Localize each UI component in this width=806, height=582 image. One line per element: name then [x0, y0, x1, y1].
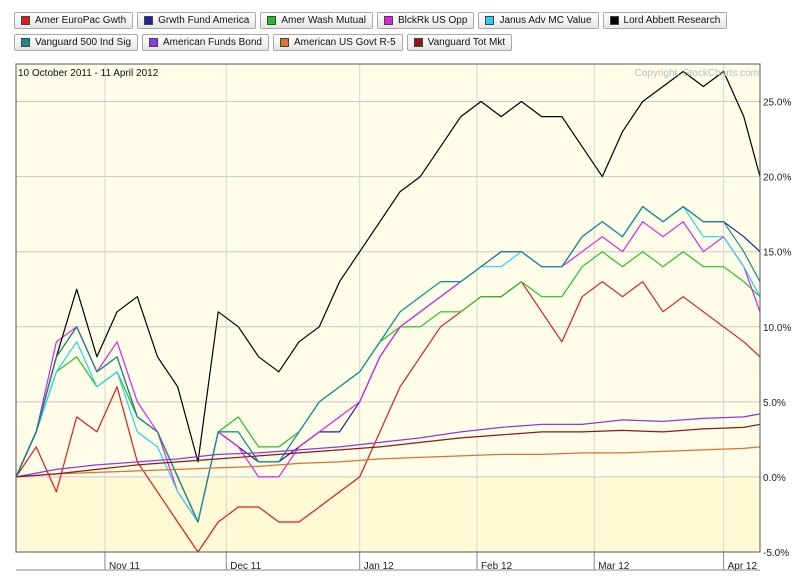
legend-label: Lord Abbett Research: [623, 15, 721, 26]
copyright-label: Copyright, StockCharts.com: [635, 68, 760, 79]
date-range-label: 10 October 2011 - 11 April 2012: [18, 68, 159, 79]
legend-swatch: [485, 16, 495, 25]
legend-swatch: [279, 38, 289, 47]
legend-row: Vanguard 500 Ind Sig American Funds Bond A…: [14, 34, 794, 51]
y-tick-label: 25.0%: [763, 98, 791, 109]
y-tick-label: 0.0%: [763, 473, 786, 484]
legend-item[interactable]: BlckRk US Opp: [376, 12, 475, 29]
legend-item[interactable]: American US Govt R-5: [272, 34, 403, 51]
legend-label: American US Govt R-5: [293, 37, 396, 48]
series-line-8: [15, 446, 761, 478]
legend-swatch: [267, 16, 277, 25]
x-tick-label: Apr 12: [728, 561, 758, 572]
plot-background-positive: [16, 64, 760, 477]
series-line-7: [15, 413, 761, 478]
legend-item[interactable]: Amer Wash Mutual: [260, 12, 373, 29]
legend-label: American Funds Bond: [163, 37, 262, 48]
legend-swatch: [609, 16, 619, 25]
legend-label: BlckRk US Opp: [397, 15, 468, 26]
legend-swatch: [21, 16, 30, 25]
x-tick-label: Nov 11: [109, 561, 140, 572]
legend-swatch: [144, 16, 154, 25]
legend-item[interactable]: Vanguard Tot Mkt: [406, 34, 513, 51]
legend-item[interactable]: Lord Abbett Research: [602, 12, 728, 29]
legend-item[interactable]: Grwth Fund America: [137, 12, 257, 29]
legend-label: Grwth Fund America: [158, 15, 250, 26]
legend-item[interactable]: Amer EuroPac Gwth: [14, 12, 134, 29]
y-tick-label: 20.0%: [763, 173, 791, 184]
legend-label: Amer Wash Mutual: [281, 15, 366, 26]
legend-label: Vanguard Tot Mkt: [427, 37, 506, 48]
legend-swatch: [21, 38, 30, 47]
series-line-5: [15, 70, 761, 478]
plot-frame: [15, 63, 761, 553]
y-tick-label: 5.0%: [763, 398, 786, 409]
legend-row: Amer EuroPac Gwth Grwth Fund America Amer …: [14, 12, 794, 29]
legend-label: Amer EuroPac Gwth: [35, 15, 127, 26]
y-tick-label: 10.0%: [763, 323, 791, 334]
series-line-9: [15, 423, 761, 478]
x-tick-label: Mar 12: [598, 561, 630, 572]
legend-swatch: [413, 38, 423, 47]
x-tick-label: Feb 12: [481, 561, 513, 572]
legend-swatch: [149, 38, 159, 47]
chart-legend: Amer EuroPac Gwth Grwth Fund America Amer …: [14, 12, 794, 56]
legend-item[interactable]: Janus Adv MC Value: [478, 12, 599, 29]
series-line-3: [15, 221, 761, 523]
series-line-6: [15, 206, 761, 523]
y-tick-label: -5.0%: [763, 548, 789, 559]
y-tick-label: 15.0%: [763, 248, 791, 259]
series-line-0: [15, 281, 761, 553]
plot-background-negative: [16, 476, 760, 552]
legend-label: Janus Adv MC Value: [499, 15, 592, 26]
legend-item[interactable]: Vanguard 500 Ind Sig: [14, 34, 139, 51]
legend-swatch: [383, 16, 393, 25]
legend-label: Vanguard 500 Ind Sig: [35, 37, 132, 48]
x-tick-label: Dec 11: [230, 561, 261, 572]
legend-item[interactable]: American Funds Bond: [142, 34, 269, 51]
x-tick-label: Jan 12: [364, 561, 394, 572]
